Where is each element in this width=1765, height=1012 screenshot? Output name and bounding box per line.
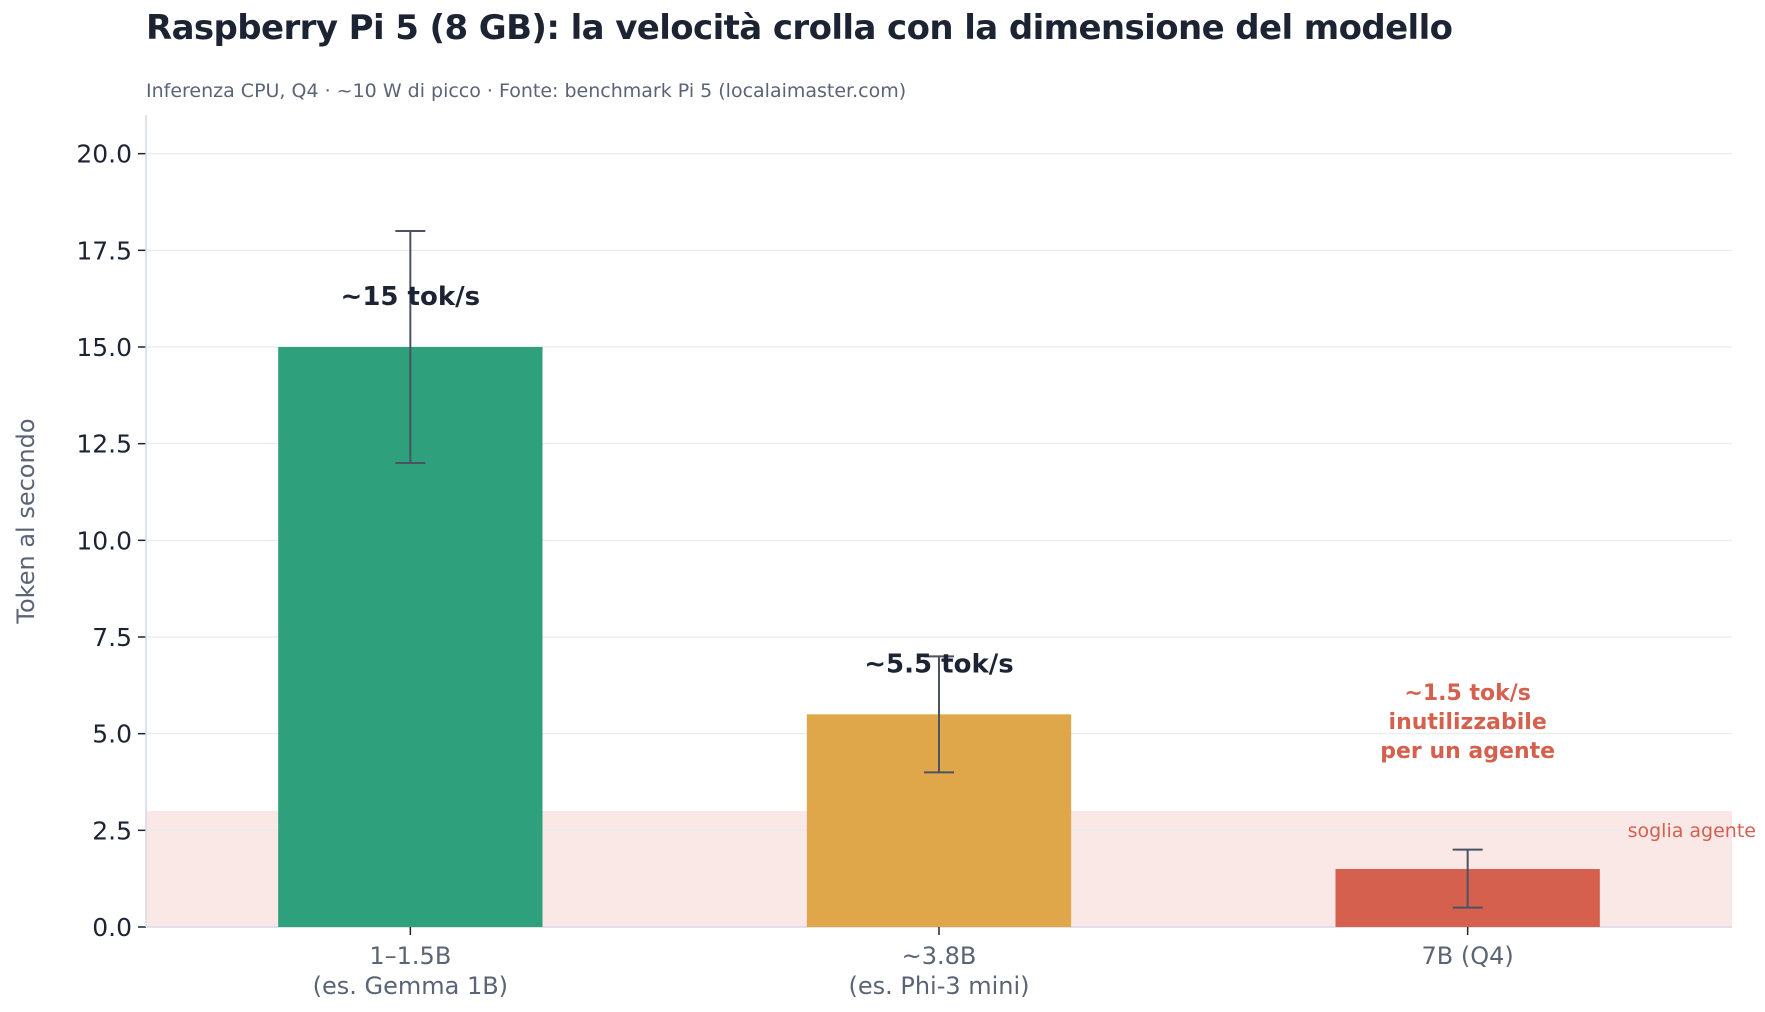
y-axis-label: Token al secondo	[12, 418, 40, 624]
data-label: ~15 tok/s	[341, 282, 481, 312]
y-tick-label: 0.0	[92, 913, 132, 942]
data-label: ~5.5 tok/s	[864, 649, 1013, 679]
y-tick-label: 15.0	[76, 333, 132, 362]
y-tick-label: 7.5	[92, 623, 132, 652]
x-tick-label: 7B (Q4)	[1422, 942, 1514, 970]
y-tick-label: 17.5	[76, 236, 132, 265]
data-label: ~1.5 tok/s	[1404, 681, 1530, 706]
y-tick-label: 2.5	[92, 816, 132, 845]
x-tick-label: (es. Gemma 1B)	[313, 972, 508, 1000]
y-tick-label: 12.5	[76, 430, 132, 459]
y-tick-label: 5.0	[92, 720, 132, 749]
y-tick-label: 10.0	[76, 526, 132, 555]
x-tick-label: 1–1.5B	[369, 942, 451, 970]
threshold-label: soglia agente	[1628, 820, 1756, 842]
chart-subtitle: Inferenza CPU, Q4 · ~10 W di picco · Fon…	[146, 80, 907, 102]
x-tick-label: ~3.8B	[902, 942, 977, 970]
x-tick-label: (es. Phi-3 mini)	[848, 972, 1029, 1000]
chart-title: Raspberry Pi 5 (8 GB): la velocità croll…	[146, 8, 1453, 48]
data-label: per un agente	[1380, 739, 1555, 764]
y-tick-label: 20.0	[76, 140, 132, 169]
data-label: inutilizzabile	[1389, 710, 1547, 735]
